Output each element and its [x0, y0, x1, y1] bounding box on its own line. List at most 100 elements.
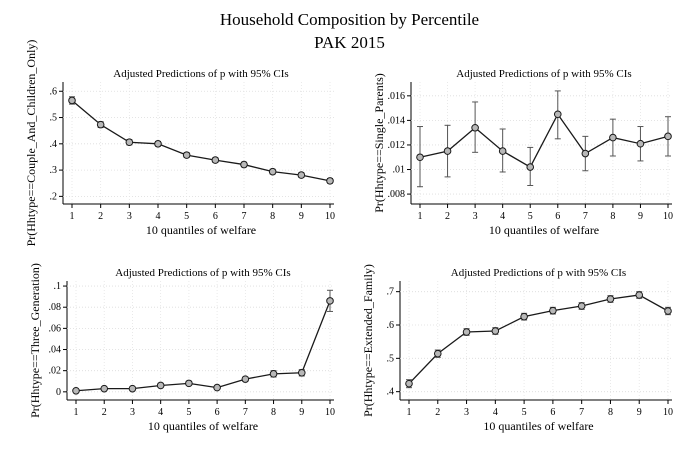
- x-tick-label: 2: [102, 407, 107, 418]
- series-line: [75, 300, 331, 392]
- y-tick-label: .02: [49, 366, 62, 377]
- x-axis-label: 10 quantiles of welfare: [146, 223, 256, 237]
- data-point: [498, 147, 507, 155]
- data-point: [326, 297, 334, 305]
- panel-title: Adjusted Predictions of p with 95% CIs: [115, 267, 290, 279]
- x-tick-label: 7: [579, 407, 584, 418]
- y-axis-label: Pr(Hhtype==Extended_Family): [361, 264, 375, 417]
- data-point: [269, 370, 278, 378]
- y-tick-label: .014: [388, 115, 406, 126]
- data-point: [240, 160, 248, 169]
- x-tick-label: 6: [550, 407, 555, 418]
- data-point: [577, 302, 586, 310]
- x-tick-label: 5: [522, 407, 527, 418]
- y-tick-label: .5: [50, 113, 58, 124]
- x-tick-label: 3: [473, 211, 478, 222]
- y-axis-label: Pr(Hhtype==Single_Parents): [372, 73, 386, 213]
- data-point: [664, 132, 672, 141]
- data-point: [433, 349, 442, 358]
- y-tick-label: .6: [50, 86, 58, 97]
- x-tick-label: 4: [158, 407, 163, 418]
- x-tick-label: 3: [130, 407, 135, 418]
- x-tick-label: 9: [637, 407, 642, 418]
- y-tick-label: .3: [50, 165, 58, 176]
- data-point: [636, 139, 645, 148]
- x-tick-label: 9: [299, 407, 304, 418]
- series-line: [419, 113, 669, 168]
- data-point: [241, 375, 250, 383]
- panel-title: Adjusted Predictions of p with 95% CIs: [451, 267, 626, 279]
- y-tick-label: .4: [50, 139, 58, 150]
- x-tick-label: 8: [270, 211, 275, 222]
- x-axis-label: 10 quantiles of welfare: [148, 419, 258, 433]
- x-tick-label: 8: [608, 407, 613, 418]
- x-tick-label: 5: [186, 407, 191, 418]
- data-point: [100, 384, 109, 393]
- data-point: [182, 151, 191, 159]
- y-tick-label: .06: [49, 323, 62, 334]
- data-point: [125, 138, 134, 147]
- data-point: [491, 327, 500, 335]
- data-point: [664, 307, 672, 315]
- x-tick-label: 1: [74, 407, 79, 418]
- y-tick-label: .008: [388, 189, 406, 200]
- x-tick-label: 4: [156, 211, 161, 222]
- x-tick-label: 9: [638, 211, 643, 222]
- panel-title: Adjusted Predictions of p with 95% CIs: [456, 68, 631, 80]
- x-tick-label: 7: [583, 211, 588, 222]
- data-point: [606, 295, 615, 303]
- x-tick-label: 7: [242, 211, 247, 222]
- x-tick-label: 4: [500, 211, 505, 222]
- data-point: [635, 291, 644, 299]
- series-line: [408, 294, 669, 385]
- data-point: [471, 123, 479, 132]
- data-point: [68, 96, 76, 105]
- x-tick-label: 10: [663, 211, 673, 222]
- x-axis-label: 10 quantiles of welfare: [483, 419, 593, 433]
- x-tick-label: 7: [243, 407, 248, 418]
- figure-subtitle: PAK 2015: [314, 33, 385, 52]
- y-axis-label: Pr(Hhtype==Couple_And_Children_Only): [24, 40, 38, 247]
- data-point: [520, 312, 528, 321]
- x-tick-label: 10: [325, 407, 335, 418]
- data-point: [297, 171, 306, 179]
- x-tick-label: 6: [555, 211, 560, 222]
- x-tick-label: 8: [610, 211, 615, 222]
- x-tick-label: 6: [215, 407, 220, 418]
- x-tick-label: 5: [184, 211, 189, 222]
- x-tick-label: 2: [98, 211, 103, 222]
- series-line: [71, 99, 331, 182]
- data-point: [405, 379, 413, 388]
- data-point: [326, 177, 334, 185]
- data-point: [213, 383, 221, 392]
- y-tick-label: .4: [387, 387, 395, 398]
- x-tick-label: 4: [493, 407, 498, 418]
- data-point: [185, 379, 193, 388]
- panel-title: Adjusted Predictions of p with 95% CIs: [113, 68, 288, 80]
- y-axis-label: Pr(Hhtype==Three_Generation): [28, 263, 42, 418]
- y-tick-label: .2: [50, 191, 58, 202]
- data-point: [128, 384, 137, 393]
- x-tick-label: 1: [418, 211, 423, 222]
- y-tick-label: .7: [387, 287, 395, 298]
- data-point: [462, 328, 471, 336]
- y-tick-label: .01: [393, 165, 406, 176]
- x-tick-label: 6: [213, 211, 218, 222]
- x-tick-label: 10: [663, 407, 673, 418]
- data-point: [609, 133, 617, 142]
- x-tick-label: 10: [325, 211, 335, 222]
- data-point: [211, 156, 220, 164]
- figure-title: Household Composition by Percentile: [219, 10, 480, 29]
- x-axis-label: 10 quantiles of welfare: [489, 223, 599, 237]
- data-point: [553, 110, 562, 119]
- x-tick-label: 5: [528, 211, 533, 222]
- x-tick-label: 1: [70, 211, 75, 222]
- y-tick-label: .04: [49, 345, 62, 356]
- x-tick-label: 2: [445, 211, 450, 222]
- data-point: [549, 306, 557, 315]
- y-tick-label: .6: [387, 320, 395, 331]
- data-point: [416, 153, 424, 162]
